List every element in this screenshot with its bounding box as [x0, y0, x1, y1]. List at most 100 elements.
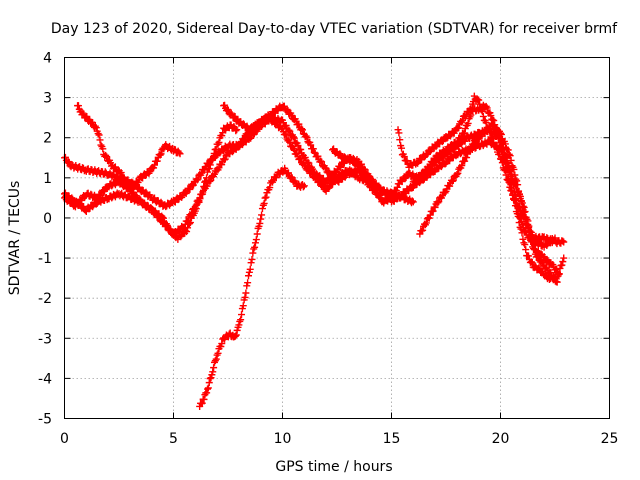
data-point [514, 212, 522, 220]
data-point [309, 145, 317, 153]
data-point [142, 188, 150, 196]
data-point [209, 368, 217, 376]
x-tick-label: 20 [492, 431, 510, 447]
data-point [488, 120, 496, 128]
data-point [200, 395, 208, 403]
data-point [194, 175, 202, 183]
data-point [290, 134, 298, 142]
data-point [117, 169, 125, 177]
data-point [212, 145, 220, 153]
data-point [189, 181, 197, 189]
data-point [530, 240, 538, 248]
data-point [151, 161, 159, 169]
data-point [299, 183, 307, 191]
data-point [185, 220, 193, 228]
data-point [302, 132, 310, 140]
y-tick-label: 1 [43, 171, 52, 187]
data-point [286, 138, 294, 146]
data-point [153, 157, 161, 165]
y-tick-label: 3 [43, 91, 52, 107]
data-point [460, 129, 468, 137]
y-tick-label: -5 [38, 412, 52, 428]
data-point [505, 162, 513, 170]
data-point [454, 142, 462, 150]
data-point [346, 166, 354, 174]
data-point [487, 112, 495, 120]
data-point [205, 379, 213, 387]
data-point [298, 125, 306, 133]
data-point [520, 203, 528, 211]
data-point [435, 198, 443, 206]
data-point [201, 178, 209, 186]
data-point [204, 384, 212, 392]
data-point [183, 228, 191, 236]
data-point [475, 96, 483, 104]
data-point [235, 321, 243, 329]
data-point [157, 150, 165, 158]
data-point [493, 131, 501, 139]
data-point [205, 165, 213, 173]
data-point [529, 237, 537, 245]
data-point [282, 121, 290, 129]
data-point [272, 174, 280, 182]
data-point [502, 154, 510, 162]
data-point [425, 214, 433, 222]
data-point [89, 119, 97, 127]
data-point [200, 182, 208, 190]
data-point [511, 202, 519, 210]
data-point [307, 141, 315, 149]
data-point [249, 249, 257, 257]
data-point [321, 164, 329, 172]
data-point [247, 259, 255, 267]
data-point [250, 245, 258, 253]
data-point [248, 255, 256, 263]
data-point [92, 124, 100, 132]
data-point [239, 302, 247, 310]
data-point [232, 127, 240, 135]
data-point [204, 385, 212, 393]
data-point [74, 102, 82, 110]
data-point [287, 173, 295, 181]
data-point [176, 150, 184, 158]
data-point [246, 265, 254, 273]
data-point [501, 140, 509, 148]
data-point [195, 198, 203, 206]
data-point [518, 199, 526, 207]
data-point [519, 235, 527, 243]
data-point [239, 120, 247, 128]
data-point [464, 119, 472, 127]
data-point [192, 205, 200, 213]
data-point [286, 127, 294, 135]
data-point [221, 101, 229, 109]
data-point [251, 243, 259, 251]
data-point [525, 222, 533, 230]
data-point [458, 162, 466, 170]
data-point [247, 134, 255, 142]
data-point [401, 174, 409, 182]
data-point [297, 145, 305, 153]
data-series-arc-10 [409, 136, 568, 284]
data-point [96, 136, 104, 144]
data-point [325, 184, 333, 192]
data-point [524, 217, 532, 225]
data-point [398, 144, 406, 152]
data-point [560, 238, 568, 246]
data-point [300, 182, 308, 190]
data-point [186, 219, 194, 227]
data-point [395, 129, 403, 137]
y-tick-label: 4 [43, 51, 52, 67]
data-point [463, 154, 471, 162]
data-point [203, 389, 211, 397]
data-point [317, 157, 325, 165]
data-point [518, 229, 526, 237]
data-point [482, 119, 490, 127]
data-point [492, 141, 500, 149]
data-point [279, 124, 286, 132]
data-point [402, 174, 410, 182]
data-point [232, 331, 240, 339]
data-point [159, 213, 167, 221]
data-point [543, 256, 551, 264]
data-point [202, 177, 210, 185]
data-point [229, 148, 237, 156]
